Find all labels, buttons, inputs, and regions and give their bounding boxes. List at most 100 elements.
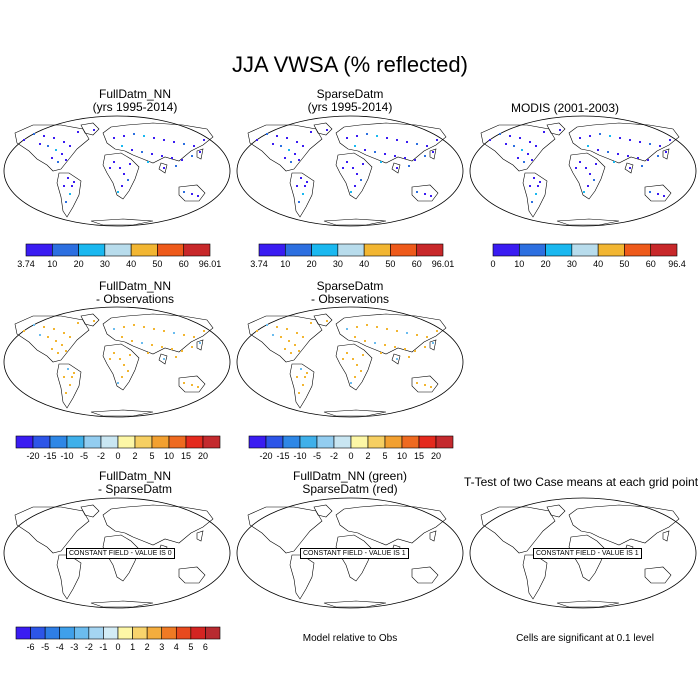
station-point [346, 161, 348, 163]
station-point [627, 155, 629, 157]
constant-field-label: CONSTANT FIELD - VALUE IS 1 [533, 548, 642, 559]
colorbar-tick-label: 96.01 [199, 259, 222, 269]
anomaly-point [354, 336, 356, 338]
colorbar-tick-label: 15 [181, 451, 191, 461]
coastline [247, 506, 323, 554]
anomaly-point [424, 384, 426, 386]
colorbar-segment [49, 435, 68, 449]
station-point [57, 161, 59, 163]
anomaly-point [171, 348, 173, 350]
station-point [533, 177, 535, 179]
station-point [73, 181, 75, 183]
station-point [424, 155, 426, 157]
station-point [43, 135, 45, 137]
station-point [362, 163, 364, 165]
station-point [394, 155, 396, 157]
colorbar-tick-label: 50 [385, 259, 395, 269]
anomaly-point [430, 386, 432, 388]
colorbar-segment [59, 626, 75, 640]
colorbar-segment [104, 243, 132, 257]
anomaly-point [127, 370, 129, 372]
colorbar-segment [51, 243, 79, 257]
station-point [286, 137, 288, 139]
station-point [127, 179, 129, 181]
anomaly-point [426, 336, 428, 338]
station-point [294, 153, 296, 155]
station-point [509, 135, 511, 137]
colorbar-segment [15, 626, 31, 640]
anomaly-point [294, 344, 296, 346]
station-point [531, 201, 533, 203]
colorbar-segment [435, 435, 454, 449]
colorbar-tick-label: 20 [74, 259, 84, 269]
anomaly-point [121, 336, 123, 338]
anomaly-point [384, 344, 386, 346]
station-point [489, 139, 491, 141]
colorbar-segment [66, 435, 85, 449]
constant-field-label: CONSTANT FIELD - VALUE IS 1 [300, 548, 409, 559]
colorbar-tick-label: 0 [115, 642, 120, 652]
station-point [649, 143, 651, 145]
colorbar-segment [316, 435, 335, 449]
anomaly-point [350, 382, 352, 384]
anomaly-point [298, 392, 300, 394]
colorbar-segment [88, 626, 104, 640]
colorbar-segment [44, 626, 61, 640]
coastline [56, 172, 82, 218]
anomaly-point [141, 342, 143, 344]
colorbar-segment [175, 626, 192, 640]
colorbar-tick-label: 20 [307, 259, 317, 269]
coastline [335, 343, 373, 391]
colorbar-segment [492, 243, 520, 257]
coastline [429, 148, 437, 160]
station-point [380, 161, 382, 163]
station-point [266, 133, 268, 135]
coastline [391, 162, 401, 174]
colorbar-segment [401, 435, 420, 449]
colorbar-tick-label: 3.74 [250, 259, 268, 269]
station-point [121, 145, 123, 147]
coastline [313, 122, 333, 136]
colorbar-segment [311, 243, 339, 257]
station-point [147, 161, 149, 163]
station-point [499, 133, 501, 135]
colorbar-segment [161, 626, 177, 640]
station-point [183, 143, 185, 145]
anomaly-point [93, 320, 95, 322]
anomaly-point [364, 340, 366, 342]
station-point [593, 179, 595, 181]
anomaly-point [163, 358, 165, 360]
station-point [183, 191, 185, 193]
station-point [523, 161, 525, 163]
colorbar-segment [337, 243, 365, 257]
station-point [396, 167, 398, 169]
anomaly-point [286, 328, 288, 330]
colorbar-segment [103, 626, 119, 640]
colorbar-segment [117, 435, 136, 449]
anomaly-point [394, 346, 396, 348]
colorbar-tick-label: 96.01 [432, 259, 455, 269]
anomaly-point [266, 324, 268, 326]
colorbar-segment [30, 626, 46, 640]
colorbar-tick-label: 3.74 [17, 259, 35, 269]
station-point [629, 139, 631, 141]
map-frame [3, 115, 231, 227]
station-point [61, 153, 63, 155]
coastline [56, 554, 82, 600]
station-point [113, 137, 115, 139]
station-point [288, 149, 290, 151]
coastline [102, 152, 140, 200]
anomaly-point [39, 334, 41, 336]
anomaly-point [123, 364, 125, 366]
station-point [71, 185, 73, 187]
colorbar-segment [202, 435, 221, 449]
colorbar-segment [83, 435, 102, 449]
colorbar-fulldatm-minus-obs: -20 -15 -10 -5 -2 0 2 5 10 15 20 [15, 435, 221, 461]
coastline [662, 530, 670, 542]
constant-field-label: CONSTANT FIELD - VALUE IS 0 [66, 548, 175, 559]
coastline [411, 375, 439, 393]
station-point [163, 139, 165, 141]
station-point [657, 155, 659, 157]
station-point [346, 137, 348, 139]
coastline [289, 172, 315, 218]
